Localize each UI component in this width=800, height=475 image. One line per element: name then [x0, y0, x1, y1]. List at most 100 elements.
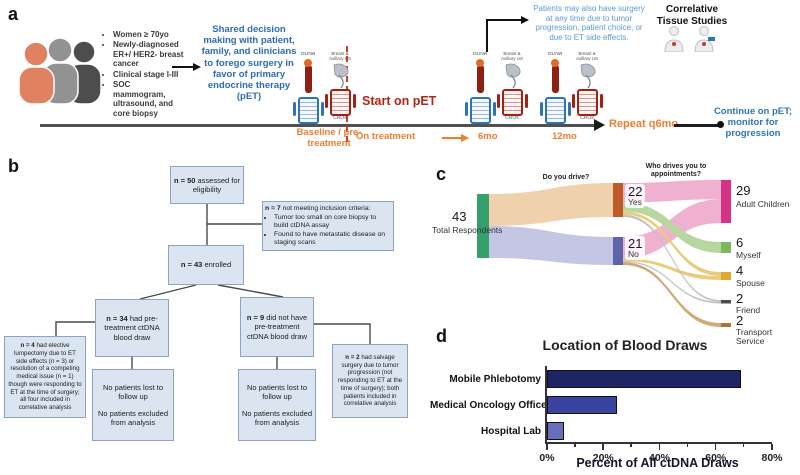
- flow-box-salvage: n = 2 had salvage surgery due to tumor p…: [332, 344, 408, 418]
- blood-draw-icon-group-6mo: ctDNA PROs Breast & Axillary US CROs: [464, 52, 528, 131]
- flow-no-friend: [623, 261, 721, 304]
- node-total-respondents: [477, 194, 489, 258]
- flow-yes-myself: [623, 202, 721, 253]
- patient-group-icon: [18, 37, 102, 105]
- tissue-dot-icon: [672, 42, 676, 46]
- flow-yes-adultchildren: [623, 180, 721, 203]
- flow-box-text: No patients excluded from analysis: [97, 409, 169, 428]
- on-treatment-label: On treatment: [356, 131, 416, 142]
- ultrasound-probe-icon: [580, 63, 596, 89]
- bar-category-label: Mobile Phlebotomy: [449, 374, 541, 385]
- on-treatment-arrow-head: [461, 134, 469, 142]
- x-axis-tick: [742, 444, 745, 447]
- sankey-value-myself: 6: [736, 235, 744, 250]
- flow-box-text: No patients lost to follow up: [246, 382, 308, 401]
- x-tick-label: 60%: [705, 452, 727, 464]
- x-axis-tick: [546, 444, 548, 450]
- timeline-arrowhead: [594, 119, 605, 131]
- flow-box-text: No patients excluded from analysis: [241, 409, 313, 428]
- ultrasound-label: Breast & Axillary US: [575, 52, 598, 61]
- node-friend: [721, 300, 731, 304]
- flow-box-n: n = 50: [173, 175, 196, 185]
- flow-box-text: had salvage surgery due to tumor progres…: [337, 353, 403, 408]
- node-no: [613, 237, 623, 265]
- blood-draw-icon-group-12mo: ctDNA PROs Breast & Axillary US CROs: [539, 52, 603, 131]
- sankey-chip-yes: 22 Yes: [625, 184, 646, 208]
- x-axis-tick: [714, 444, 717, 450]
- decision-arrow-line: [172, 66, 194, 68]
- x-axis-tick: [574, 444, 576, 447]
- panel-b-label: b: [8, 156, 19, 176]
- sankey-label-myself: Myself: [736, 250, 761, 260]
- continue-line: [674, 124, 718, 127]
- surgery-arrow-horizontal: [486, 19, 522, 21]
- sankey-label-transport: Transport Service: [736, 327, 773, 346]
- ctdna-tube-icon: [551, 59, 559, 93]
- flow-box-text: No patients lost to follow up: [102, 382, 164, 401]
- sankey-value-spouse: 4: [736, 263, 744, 278]
- flow-box-text: not meeting inclusion criteria:: [282, 204, 371, 212]
- exclusion-bullet: Found to have metastatic disease on stag…: [274, 231, 391, 248]
- decision-arrow-head: [193, 63, 201, 71]
- ultrasound-label: Breast & Axillary US: [328, 52, 351, 61]
- flow-no-transport: [623, 262, 721, 327]
- ultrasound-probe-icon: [505, 63, 521, 89]
- flow-box-n: n = 9: [246, 313, 265, 323]
- ultrasound-label: Breast & Axillary US: [500, 52, 523, 61]
- x-axis-tick: [602, 444, 604, 450]
- node-myself: [721, 242, 731, 253]
- sankey-label-total: Total Respondents: [432, 225, 503, 235]
- x-tick-label: 20%: [592, 452, 614, 464]
- timepoint-6mo-label: 6mo: [478, 131, 498, 142]
- timepoint-12mo-label: 12mo: [552, 131, 577, 142]
- bar-chart-xlabel: Percent of All ctDNA Draws: [576, 456, 739, 470]
- shared-decision-text: Shared decision making with patient, fam…: [201, 24, 297, 103]
- node-spouse: [721, 272, 731, 280]
- baseline-label: Baseline / pre-treatment: [296, 127, 362, 149]
- criteria-item: Newly-diagnosed ER+/ HER2- breast cancer: [113, 40, 185, 68]
- sankey-value-total: 43: [452, 209, 467, 224]
- repeat-q6mo-label: Repeat q6mo: [609, 118, 679, 130]
- ultrasound-probe-icon: [333, 63, 349, 89]
- x-tick-label: 40%: [648, 452, 671, 464]
- sankey-diagram: [477, 180, 731, 327]
- x-tick-label: 80%: [761, 452, 783, 464]
- flow-box-text: did not have pre-treatment ctDNA blood d…: [246, 313, 308, 341]
- exclusion-bullet: Tumor too small on core biopsy to build …: [274, 214, 391, 231]
- flow-total-no: [489, 226, 613, 265]
- flow-box-n: n = 4: [20, 342, 35, 350]
- flow-box-n: n = 43: [180, 260, 203, 270]
- start-pet-label: Start on pET: [362, 94, 437, 108]
- surgery-note: Patients may also have surgery at any ti…: [533, 4, 645, 42]
- flow-box-n: n = 2: [345, 353, 360, 361]
- sankey-value-transport: 2: [736, 313, 744, 328]
- node-adult-children: [721, 180, 731, 223]
- flow-box-lumpectomy: n = 4 had elective lumpectomy due to ET …: [4, 336, 86, 418]
- cros-clipboard-icon: [324, 89, 356, 116]
- sankey-value-friend: 2: [736, 291, 744, 306]
- timeline-end-dot: [717, 121, 724, 128]
- flow-box-text: had pre-treatment ctDNA blood draw: [104, 314, 160, 342]
- sankey-value-no: 21: [628, 236, 643, 251]
- sankey-chip-no: 21 No: [625, 236, 646, 260]
- ctdna-tube-icon: [476, 59, 484, 93]
- sankey-label-friend: Friend: [736, 305, 761, 315]
- criteria-item: Clinical stage I-III: [113, 70, 185, 79]
- sankey-label-no: No: [628, 249, 639, 259]
- criteria-item: Women ≥ 70yo: [113, 30, 185, 39]
- pros-label: PROs: [548, 124, 562, 129]
- sankey-question-1: Do you drive?: [542, 174, 590, 181]
- node-transport-service: [721, 323, 731, 327]
- surgery-arrow-vertical: [486, 20, 488, 52]
- bar-chart-title: Location of Blood Draws: [542, 337, 708, 353]
- cros-clipboard-icon: [571, 89, 603, 116]
- panel-c-label: c: [436, 164, 447, 184]
- correlative-title: Correlative Tissue Studies: [656, 4, 728, 27]
- bar-category-labels: Mobile Phlebotomy Medical Oncology Office…: [430, 366, 547, 442]
- bar-2: [547, 422, 564, 440]
- flow-box-eligibility: n = 50 assessed for eligibility: [170, 166, 244, 204]
- timeline-line: [40, 124, 594, 127]
- panel-d-label: d: [436, 326, 447, 346]
- ctdna-label: ctDNA: [547, 52, 563, 57]
